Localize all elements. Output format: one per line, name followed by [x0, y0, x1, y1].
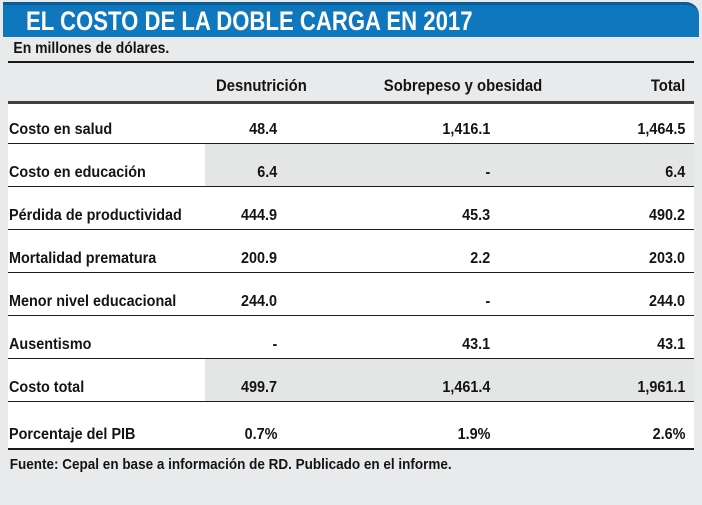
value-total: 1,961.1 — [636, 379, 685, 396]
table-header-row: Desnutrición Sobrepeso y obesidad Total — [8, 63, 694, 104]
value-sobrepeso: 43.1 — [461, 336, 490, 353]
value-desnutricion: 48.4 — [248, 121, 277, 138]
table-row-highlighted: Costo en educación 6.4 - 6.4 — [8, 144, 694, 187]
table-row: Porcentaje del PIB 0.7% 1.9% 2.6% — [8, 402, 694, 450]
value-desnutricion: 200.9 — [240, 250, 277, 267]
header-cell-desnutricion: Desnutrición — [205, 77, 317, 101]
source-note: Fuente: Cepal en base a información de R… — [9, 456, 452, 473]
row-label: Ausentismo — [9, 336, 92, 353]
value-sobrepeso: 2.2 — [469, 250, 490, 267]
value-total: 244.0 — [648, 293, 685, 310]
value-sobrepeso: 1.9% — [457, 426, 490, 443]
column-label: Sobrepeso y obesidad — [384, 77, 543, 95]
value-total: 203.0 — [648, 250, 685, 267]
row-label: Porcentaje del PIB — [9, 426, 136, 443]
value-desnutricion: 444.9 — [240, 207, 277, 224]
value-desnutricion: 0.7% — [244, 426, 277, 443]
unit-note: En millones de dólares. — [13, 40, 170, 57]
value-desnutricion: 499.7 — [240, 379, 277, 396]
row-label: Pérdida de productividad — [9, 207, 182, 224]
value-total: 43.1 — [656, 336, 685, 353]
value-total: 1,464.5 — [636, 121, 685, 138]
value-sobrepeso: - — [485, 164, 490, 181]
row-label: Costo en salud — [9, 121, 113, 138]
table-footer: Fuente: Cepal en base a información de R… — [8, 450, 694, 474]
value-desnutricion: 244.0 — [240, 293, 277, 310]
column-label: Desnutrición — [215, 77, 307, 95]
table-body: Costo en salud 48.4 1,416.1 1,464.5 Cost… — [8, 104, 694, 450]
header-cell-sobrepeso: Sobrepeso y obesidad — [317, 77, 560, 101]
value-total: 490.2 — [648, 207, 685, 224]
subtitle-band: En millones de dólares. — [8, 37, 694, 63]
table-row: Pérdida de productividad 444.9 45.3 490.… — [8, 187, 694, 230]
value-sobrepeso: 1,461.4 — [441, 379, 490, 396]
value-sobrepeso: 45.3 — [461, 207, 490, 224]
table-row-highlighted: Costo total 499.7 1,461.4 1,961.1 — [8, 359, 694, 402]
value-desnutricion: - — [272, 336, 277, 353]
table-area: En millones de dólares. Desnutrición Sob… — [8, 37, 694, 474]
header-cell-empty — [8, 96, 205, 101]
row-label: Mortalidad prematura — [9, 250, 157, 267]
value-desnutricion: 6.4 — [256, 164, 277, 181]
value-total: 2.6% — [652, 426, 685, 443]
header-cell-total: Total — [560, 77, 694, 101]
title-banner: EL COSTO DE LA DOBLE CARGA EN 2017 — [3, 2, 699, 37]
row-label: Costo total — [9, 379, 85, 396]
value-sobrepeso: - — [485, 293, 490, 310]
table-row: Ausentismo - 43.1 43.1 — [8, 316, 694, 359]
value-sobrepeso: 1,416.1 — [441, 121, 490, 138]
table-row: Costo en salud 48.4 1,416.1 1,464.5 — [8, 104, 694, 144]
table-row: Menor nivel educacional 244.0 - 244.0 — [8, 273, 694, 316]
page-title: EL COSTO DE LA DOBLE CARGA EN 2017 — [25, 5, 473, 36]
row-label: Menor nivel educacional — [9, 293, 177, 310]
row-label: Costo en educación — [9, 164, 146, 181]
value-total: 6.4 — [664, 164, 685, 181]
column-label: Total — [650, 77, 685, 95]
table-row: Mortalidad prematura 200.9 2.2 203.0 — [8, 230, 694, 273]
